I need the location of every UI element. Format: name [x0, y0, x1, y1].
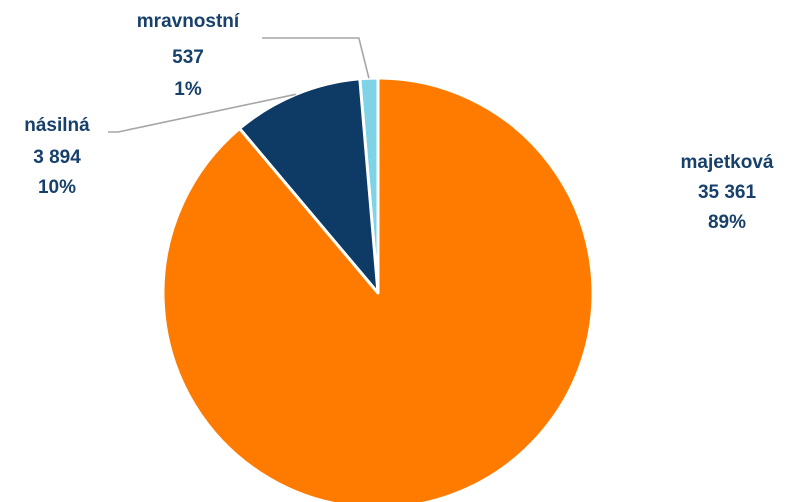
slice-label-value-mravnostni: 537 — [172, 47, 204, 68]
slice-label-name-nasilna: násilná — [24, 115, 90, 136]
slice-label-name-mravnostni: mravnostní — [137, 11, 240, 32]
slice-label-name-majetkova: majetková — [681, 152, 774, 173]
leader-line-nasilna — [108, 93, 296, 133]
pie-slice-majetkova — [161, 76, 595, 502]
slice-label-percent-majetkova: 89% — [708, 212, 746, 233]
slice-label-value-nasilna: 3 894 — [33, 147, 81, 168]
slice-label-percent-nasilna: 10% — [38, 177, 76, 198]
pie-slice-nasilna — [238, 77, 380, 295]
leader-line-mravnostni — [262, 37, 370, 79]
slice-label-percent-mravnostni: 1% — [174, 79, 202, 100]
slice-label-value-majetkova: 35 361 — [698, 182, 757, 203]
